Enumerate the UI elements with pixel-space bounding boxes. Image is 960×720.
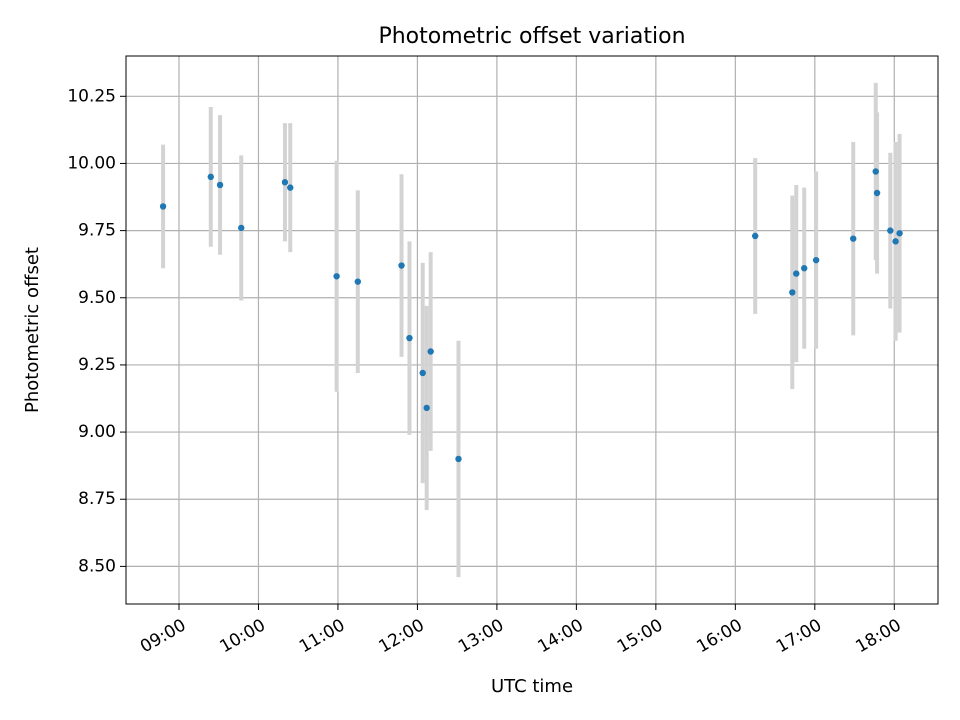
y-tick-label: 8.75 (78, 489, 116, 509)
y-tick-label: 10.25 (67, 86, 116, 106)
data-point (789, 289, 796, 296)
grid (126, 56, 938, 604)
plot-frame (125, 55, 939, 605)
data-point (419, 369, 426, 377)
data-points (159, 168, 903, 463)
y-tick-label: 9.75 (78, 221, 116, 241)
y-tick-label: 9.50 (78, 288, 116, 308)
y-tick-label: 8.50 (78, 556, 116, 576)
data-point (406, 334, 413, 342)
data-point (873, 189, 881, 197)
x-axis-label: UTC time (491, 676, 573, 697)
data-point (398, 262, 405, 269)
data-point (872, 168, 879, 175)
data-point (354, 278, 362, 285)
data-point (801, 265, 808, 272)
data-point (896, 230, 903, 237)
data-point (159, 203, 167, 210)
data-point (850, 235, 857, 242)
chart-title: Photometric offset variation (378, 24, 685, 49)
y-axis-label: Photometric offset (22, 247, 43, 413)
data-point (333, 273, 340, 280)
data-point (455, 455, 462, 463)
data-point (793, 270, 800, 277)
data-point (281, 179, 289, 186)
data-point (892, 238, 899, 245)
data-point (216, 181, 224, 189)
y-axis-ticks: 8.50 8.75 9.00 9.25 9.50 9.75 10.00 10.25 (67, 86, 126, 576)
y-tick-label: 10.00 (67, 153, 116, 173)
data-point (207, 173, 214, 181)
data-point (238, 224, 245, 232)
data-point (752, 232, 759, 240)
y-tick-label: 9.25 (78, 355, 116, 375)
data-point (423, 404, 430, 412)
data-point (287, 184, 294, 191)
y-tick-label: 9.00 (78, 422, 116, 442)
data-point (427, 348, 434, 355)
data-point (887, 227, 894, 234)
data-point (812, 256, 820, 264)
